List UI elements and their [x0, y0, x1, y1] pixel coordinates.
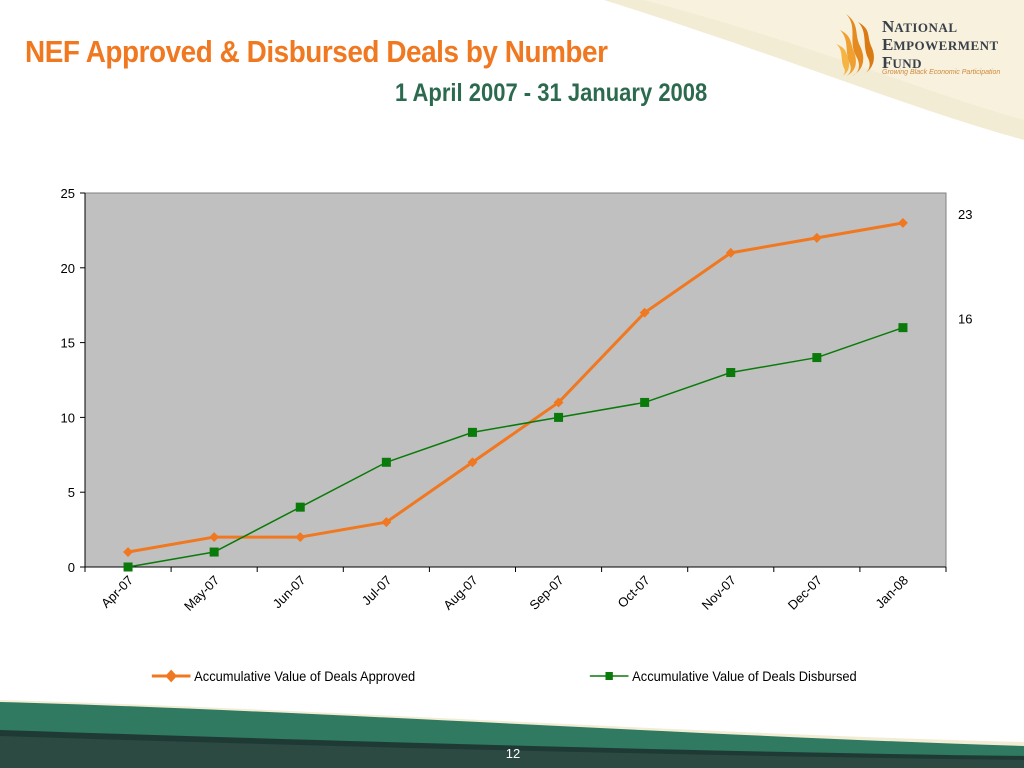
legend-label-approved: Accumulative Value of Deals Approved: [194, 668, 416, 684]
logo-background: [604, 0, 1024, 140]
data-point-disbursed: [467, 427, 477, 437]
data-point-approved: [725, 247, 736, 258]
data-point-disbursed: [381, 457, 391, 467]
x-tick-label: Jul-07: [359, 573, 395, 609]
data-point-approved: [811, 232, 822, 243]
legend-swatch-approved: [151, 669, 191, 683]
series-line-disbursed: [127, 326, 904, 568]
line-chart: 0 5 10 15 20 25 Apr-07 May-07 Jun-07 Jul-07 Aug-07…: [61, 186, 973, 614]
logo-line3-rest: UND: [892, 56, 923, 71]
x-tick-label: Oct-07: [615, 573, 653, 611]
page-number: 12: [505, 746, 521, 761]
data-point-disbursed: [726, 368, 736, 378]
data-point-approved: [123, 547, 133, 557]
y-tick-label: 20: [61, 261, 75, 276]
x-tick-label: Aug-07: [440, 573, 480, 613]
slide-subtitle: 1 April 2007 - 31 January 2008: [395, 79, 708, 107]
data-point-approved: [553, 397, 564, 408]
y-tick-label: 25: [61, 186, 75, 201]
logo-line2-rest: MPOWERMENT: [893, 38, 999, 53]
logo-line1-rest: ATIONAL: [894, 20, 958, 35]
logo-tagline: Growing Black Economic Participation: [882, 69, 1001, 76]
data-point-approved: [898, 217, 908, 228]
x-tick-label: Apr-07: [98, 573, 136, 611]
data-point-approved: [639, 307, 650, 318]
data-point-disbursed: [209, 547, 219, 557]
legend-item-disbursed: Accumulative Value of Deals Disbursed: [588, 666, 857, 686]
legend-item-approved: Accumulative Value of Deals Approved: [150, 666, 415, 686]
data-point-disbursed: [123, 562, 133, 572]
data-point-approved: [209, 532, 220, 543]
x-tick-label: Nov-07: [699, 573, 739, 613]
y-tick-label: 15: [61, 336, 75, 351]
legend-label-disbursed: Accumulative Value of Deals Disbursed: [632, 668, 857, 684]
data-point-approved: [295, 532, 306, 543]
plot-area: [84, 192, 947, 568]
data-point-disbursed: [898, 323, 908, 333]
logo-line3-cap: F: [882, 53, 893, 72]
y-tick-label: 10: [61, 410, 75, 425]
x-tick-label: Sep-07: [526, 573, 566, 613]
data-point-disbursed: [554, 412, 564, 422]
x-tick-label: Dec-07: [785, 573, 825, 613]
flame-stripes-icon: [836, 14, 874, 76]
data-point-disbursed: [295, 502, 305, 512]
logo-line2-cap: E: [882, 35, 894, 54]
end-value-label: 16: [958, 312, 972, 327]
y-tick-label: 5: [68, 485, 75, 500]
x-tick-label: Jun-07: [270, 573, 309, 612]
x-tick-label: Jan-08: [872, 573, 911, 612]
logo-wordmark: NATIONAL EMPOWERMENT FUND: [882, 18, 999, 72]
x-tick-label: May-07: [181, 573, 222, 614]
y-tick-label: 0: [68, 560, 75, 575]
legend-swatch-disbursed: [589, 672, 629, 680]
data-point-disbursed: [640, 397, 650, 407]
data-point-approved: [467, 457, 478, 468]
slide-title: NEF Approved & Disbursed Deals by Number: [25, 34, 608, 69]
data-point-approved: [381, 517, 392, 528]
end-value-label: 23: [958, 207, 972, 222]
series-line-approved: [127, 221, 904, 554]
logo-line1-cap: N: [882, 17, 895, 36]
data-point-disbursed: [812, 353, 822, 363]
footer-band: [0, 700, 1024, 768]
